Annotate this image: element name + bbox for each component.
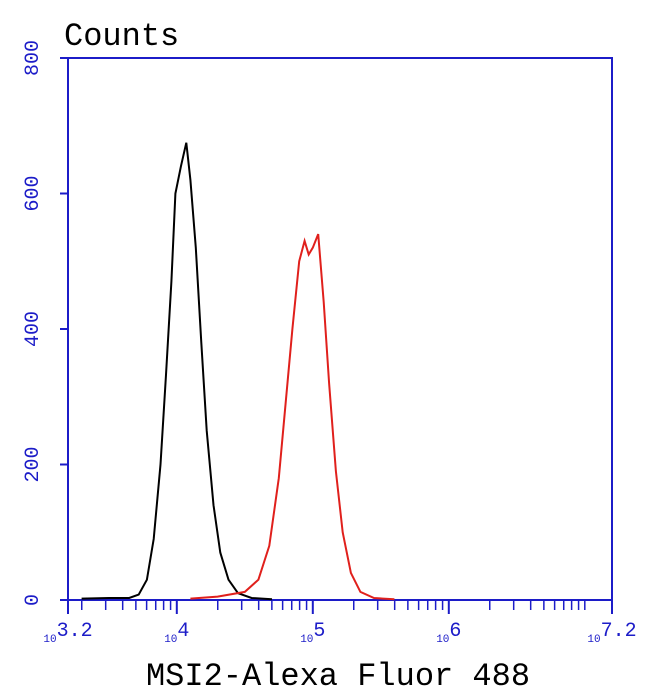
- x-tick-label: 103.2: [43, 620, 92, 646]
- histogram-line: [81, 142, 273, 601]
- x-tick-label: 104: [164, 620, 189, 646]
- x-tick-label: 107.2: [587, 620, 636, 646]
- y-tick-label: 400: [22, 311, 45, 347]
- y-axis-title: Counts: [64, 18, 179, 55]
- x-tick-label: 105: [300, 620, 325, 646]
- y-tick-label: 600: [22, 175, 45, 211]
- x-axis-title: MSI2-Alexa Fluor 488: [146, 658, 530, 695]
- y-tick-label: 0: [22, 594, 45, 606]
- y-tick-label: 200: [22, 446, 45, 482]
- plot-frame: [67, 57, 613, 601]
- y-tick-label: 800: [22, 40, 45, 76]
- x-tick-label: 106: [436, 620, 461, 646]
- histogram-line: [190, 233, 395, 601]
